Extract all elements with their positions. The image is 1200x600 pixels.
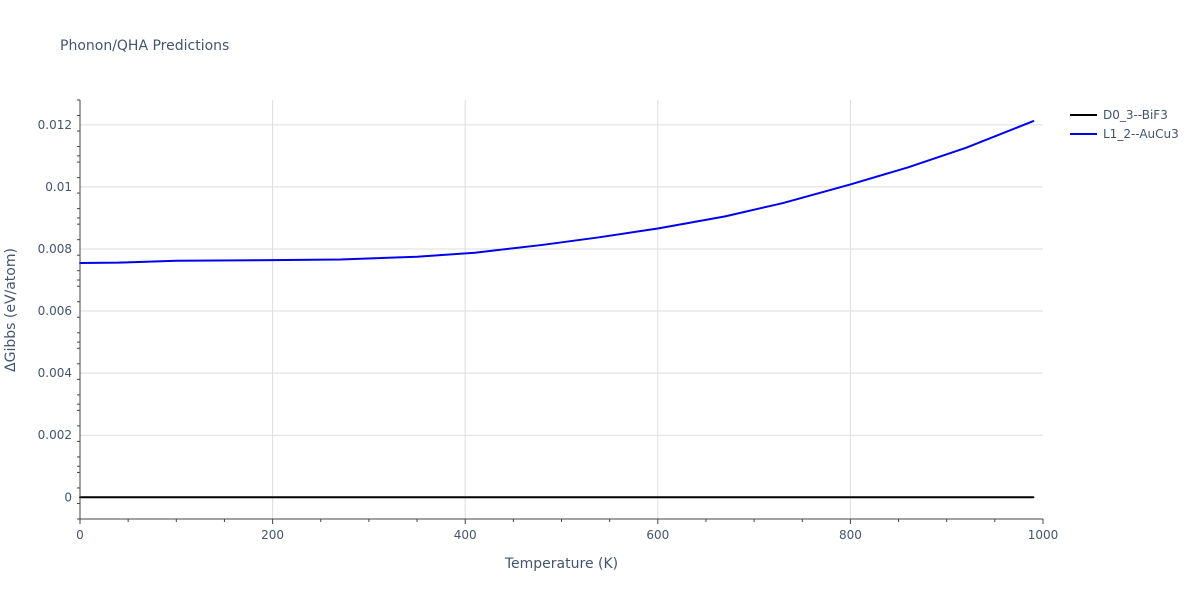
y-tick-label: 0.006 bbox=[38, 304, 72, 318]
plot-area bbox=[79, 120, 1035, 499]
chart-title: Phonon/QHA Predictions bbox=[60, 38, 229, 54]
x-axis-label: Temperature (K) bbox=[504, 556, 618, 572]
x-tick-label: 1000 bbox=[1028, 528, 1059, 542]
grid bbox=[80, 100, 1043, 519]
y-tick-label: 0 bbox=[64, 490, 72, 504]
x-tick-label: 400 bbox=[454, 528, 477, 542]
x-tick-label: 200 bbox=[261, 528, 284, 542]
tick-labels: 0 0.002 0.004 0.006 0.008 0.01 0.012 0 200 400 600… bbox=[38, 118, 1059, 542]
legend-item[interactable]: L1_2--AuCu3 bbox=[1070, 127, 1179, 141]
y-tick-label: 0.012 bbox=[38, 118, 72, 132]
x-tick-label: 800 bbox=[839, 528, 862, 542]
legend[interactable]: D0_3--BiF3 L1_2--AuCu3 bbox=[1070, 108, 1179, 141]
x-tick-label: 0 bbox=[76, 528, 84, 542]
series-line-2 bbox=[79, 120, 1035, 264]
legend-label: L1_2--AuCu3 bbox=[1103, 127, 1179, 141]
y-tick-label: 0.002 bbox=[38, 428, 72, 442]
legend-label: D0_3--BiF3 bbox=[1103, 108, 1168, 122]
y-tick-label: 0.008 bbox=[38, 242, 72, 256]
y-tick-label: 0.004 bbox=[38, 366, 72, 380]
y-axis-label: ΔGibbs (eV/atom) bbox=[3, 248, 19, 372]
axes bbox=[77, 99, 1044, 524]
x-tick-label: 600 bbox=[646, 528, 669, 542]
y-tick-label: 0.01 bbox=[45, 180, 72, 194]
legend-item[interactable]: D0_3--BiF3 bbox=[1070, 108, 1168, 122]
